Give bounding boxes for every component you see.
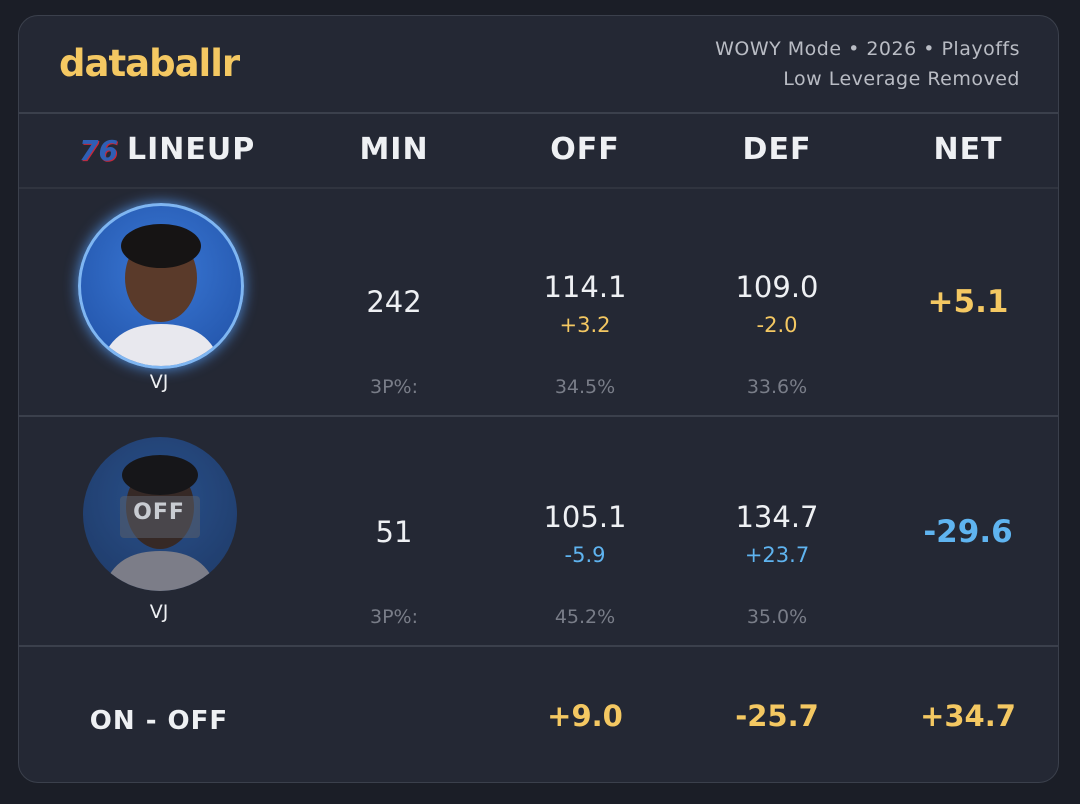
def-3p: 33.6%: [746, 376, 808, 398]
column-header: DEF: [742, 132, 812, 167]
column-header: NET: [933, 132, 1003, 167]
divider: [19, 112, 1058, 114]
divider: [19, 645, 1058, 647]
off: 105.1: [543, 500, 627, 534]
badge-bg: [120, 496, 200, 538]
column-header: LINEUP: [127, 132, 256, 167]
player-name: VJ: [149, 371, 169, 393]
off-3p: 34.5%: [554, 376, 616, 398]
off-3p: 45.2%: [554, 606, 616, 628]
player-name: VJ: [149, 601, 169, 623]
summary-def: -25.7: [735, 699, 819, 733]
divider: [19, 415, 1058, 417]
off-diff: -5.9: [564, 543, 606, 567]
three-label: 3P%:: [369, 376, 419, 398]
def-diff: -2.0: [756, 313, 798, 337]
summary-off: +9.0: [547, 699, 623, 733]
def: 134.7: [735, 500, 819, 534]
off-badge: OFF: [133, 500, 185, 525]
net: -29.6: [923, 514, 1013, 550]
player-avatar: [78, 203, 244, 369]
off: 114.1: [543, 270, 627, 304]
summary-net: +34.7: [920, 699, 1016, 733]
def-3p: 35.0%: [746, 606, 808, 628]
card: databallr WOWY Mode • 2026 • Playoffs Lo…: [18, 15, 1059, 783]
def: 109.0: [735, 270, 819, 304]
summary-label: ON - OFF: [89, 706, 229, 736]
brand: databallr: [59, 42, 240, 85]
divider: [19, 187, 1058, 189]
player-silhouette: [101, 224, 221, 366]
three-label: 3P%:: [369, 606, 419, 628]
min: 51: [375, 515, 413, 549]
column-header: OFF: [550, 132, 620, 167]
team-logo: 76: [79, 134, 118, 167]
def-diff: +23.7: [744, 543, 810, 567]
min: 242: [366, 285, 422, 319]
subtitle: WOWY Mode • 2026 • Playoffs: [715, 38, 1020, 60]
off-diff: +3.2: [559, 313, 611, 337]
column-header: MIN: [359, 132, 429, 167]
subtitle: Low Leverage Removed: [783, 68, 1020, 90]
net: +5.1: [927, 284, 1009, 320]
